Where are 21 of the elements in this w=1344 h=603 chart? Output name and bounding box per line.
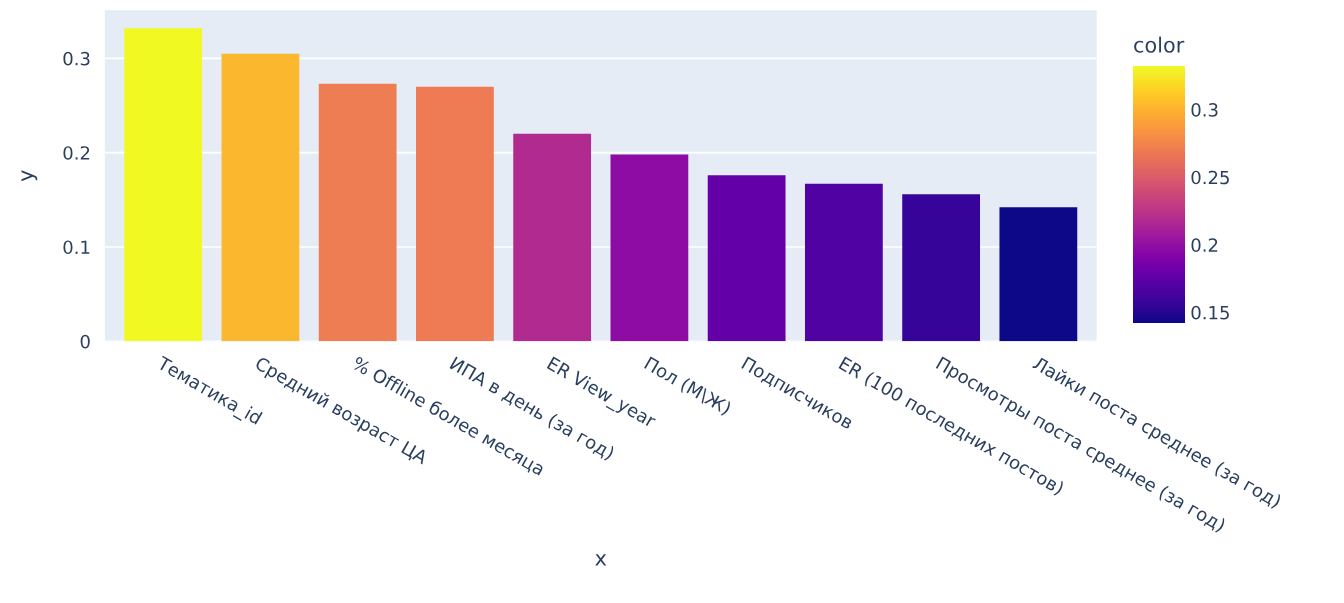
y-tick-label: 0.2 (63, 146, 90, 160)
bar (221, 53, 300, 342)
bar (124, 28, 203, 342)
color-bar-title: color (1134, 36, 1185, 53)
color-bar-label: 0.3 (1191, 103, 1218, 117)
bar (999, 207, 1078, 342)
bar (416, 86, 494, 342)
bar (318, 83, 397, 342)
y-tick-label: 0.1 (63, 240, 90, 255)
x-axis-title: x (595, 554, 607, 566)
bar (902, 194, 981, 342)
y-axis-title: y (21, 170, 38, 182)
color-bar-label: 0.25 (1191, 170, 1229, 185)
bar (610, 154, 689, 342)
bar (804, 183, 883, 342)
color-bar-label: 0.2 (1191, 238, 1218, 252)
y-tick-label: 0.3 (63, 51, 90, 66)
color-bar-label: 0.15 (1191, 305, 1229, 320)
y-tick-label: 0 (80, 334, 90, 349)
bar (513, 133, 592, 342)
bar (707, 175, 786, 342)
